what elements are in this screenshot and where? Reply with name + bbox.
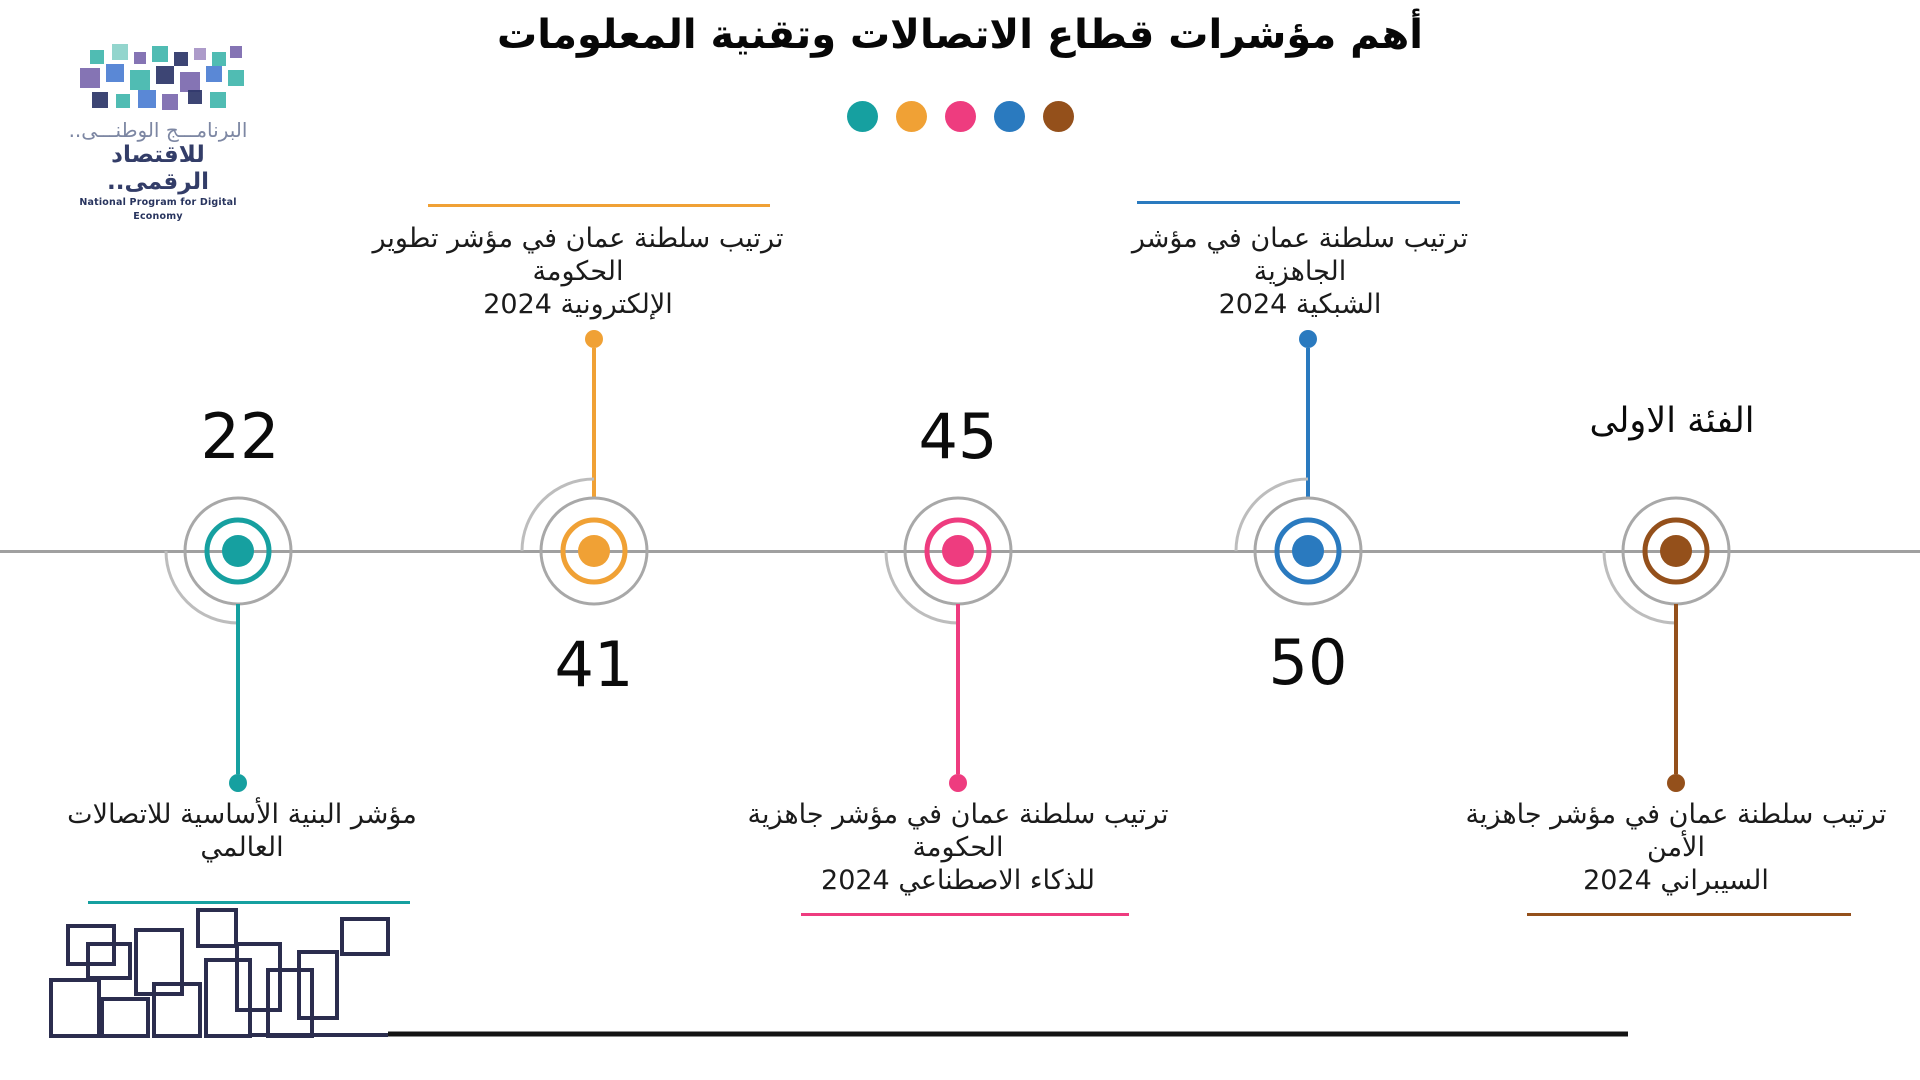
indicator-label-line1: مؤشر البنية الأساسية للاتصالات العالمي xyxy=(67,799,417,863)
indicator-label-line2: الشبكية 2024 xyxy=(1218,289,1382,320)
endpoint-dot xyxy=(1667,774,1685,792)
legend-dot-orange xyxy=(895,101,927,132)
legend-dot-blue xyxy=(993,101,1025,132)
indicator-value: الفئة الاولى xyxy=(1589,401,1755,441)
legend-dot-pink xyxy=(944,101,976,132)
page-title: أهم مؤشرات قطاع الاتصالات وتقنية المعلوم… xyxy=(497,12,1423,58)
node-icon xyxy=(164,496,293,625)
logo-english-subtitle: National Program for Digital Economy xyxy=(79,197,237,222)
logo: البرنامـــج الوطنـــى.. للاقتصاد الرقمى.… xyxy=(60,44,256,224)
indicator-label-line2: الإلكترونية 2024 xyxy=(483,289,673,320)
indicator-value: 50 xyxy=(1268,626,1348,699)
logo-arabic-line2: للاقتصاد الرقمى.. xyxy=(106,142,210,195)
indicator-label: ترتيب سلطنة عمان في مؤشر تطوير الحكومة ا… xyxy=(368,222,788,321)
indicator-label: مؤشر البنية الأساسية للاتصالات العالمي xyxy=(22,798,462,864)
logo-mosaic-icon xyxy=(80,44,244,110)
indicator-value: 22 xyxy=(200,400,280,473)
indicator-label-line1: ترتيب سلطنة عمان في مؤشر جاهزية الحكومة xyxy=(747,799,1169,863)
legend-dot-teal xyxy=(846,101,878,132)
indicator-label: ترتيب سلطنة عمان في مؤشر جاهزية الأمن ال… xyxy=(1456,798,1896,897)
indicator-label-line1: ترتيب سلطنة عمان في مؤشر تطوير الحكومة xyxy=(372,223,784,287)
indicator-label: ترتيب سلطنة عمان في مؤشر الجاهزية الشبكي… xyxy=(1090,222,1510,321)
endpoint-dot xyxy=(1299,330,1317,348)
indicator-value: 45 xyxy=(918,400,998,473)
mosaic-pattern xyxy=(49,908,1628,1038)
label-overline xyxy=(1137,201,1460,204)
indicator-label-line1: ترتيب سلطنة عمان في مؤشر الجاهزية xyxy=(1131,223,1469,287)
endpoint-dot xyxy=(229,774,247,792)
label-underline xyxy=(88,901,410,904)
connector-line xyxy=(592,348,596,498)
node-icon xyxy=(1234,477,1363,606)
indicator-label: ترتيب سلطنة عمان في مؤشر جاهزية الحكومة … xyxy=(738,798,1178,897)
logo-arabic-line1: البرنامـــج الوطنـــى.. xyxy=(68,118,248,142)
indicator-label-line2: السيبراني 2024 xyxy=(1583,865,1769,896)
connector-line xyxy=(1674,604,1678,774)
endpoint-dot xyxy=(585,330,603,348)
indicator-label-line2: للذكاء الاصطناعي 2024 xyxy=(821,865,1095,896)
label-overline xyxy=(428,204,770,207)
node-icon xyxy=(1602,496,1731,625)
legend-dots xyxy=(0,101,1920,132)
connector-line xyxy=(956,604,960,774)
endpoint-dot xyxy=(949,774,967,792)
legend-dot-brown xyxy=(1042,101,1074,132)
label-underline xyxy=(801,913,1129,916)
indicator-value: 41 xyxy=(554,628,634,701)
indicator-label-line1: ترتيب سلطنة عمان في مؤشر جاهزية الأمن xyxy=(1465,799,1887,863)
connector-line xyxy=(236,604,240,774)
label-underline xyxy=(1527,913,1851,916)
node-icon xyxy=(520,477,649,606)
connector-line xyxy=(1306,348,1310,498)
